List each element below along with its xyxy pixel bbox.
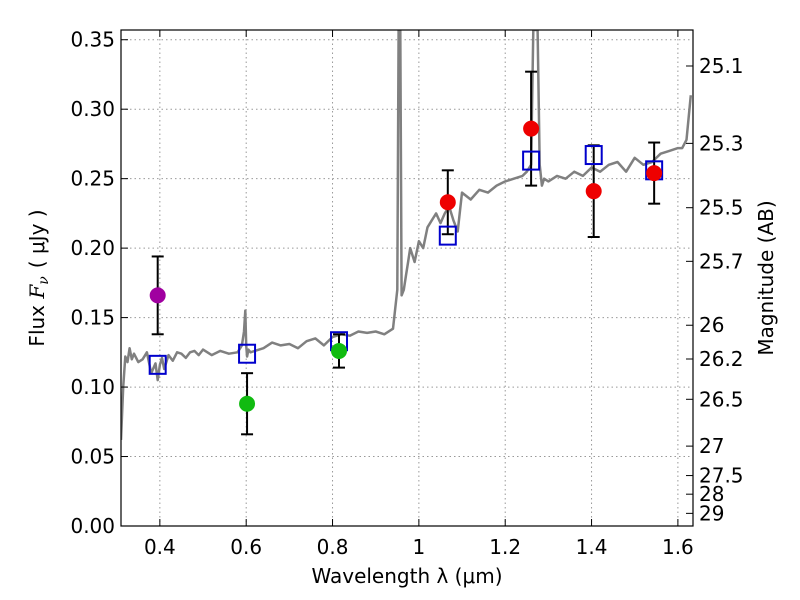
y2-tick-label: 29 bbox=[699, 501, 724, 525]
y2-tick-label: 27.5 bbox=[699, 464, 744, 488]
model-photometry-square bbox=[438, 225, 457, 246]
x-tick-label: 0.6 bbox=[230, 535, 262, 559]
model-photometry-square bbox=[584, 145, 603, 166]
y2-tick-label: 26.2 bbox=[699, 347, 744, 371]
x-tick-label: 0.8 bbox=[317, 535, 349, 559]
red-data-point bbox=[439, 194, 456, 211]
y2-tick-label: 25.3 bbox=[699, 131, 744, 155]
y2-tick-label: 26.5 bbox=[699, 387, 744, 411]
model-photometry-square bbox=[238, 343, 257, 364]
y-axis-title: Flux Fν( μJy ) bbox=[25, 209, 52, 346]
photometry-layer bbox=[148, 70, 664, 436]
y-tick-label: 0.25 bbox=[70, 167, 115, 191]
y-tick-label: 0.35 bbox=[70, 28, 115, 52]
y-tick-label: 0.20 bbox=[70, 236, 115, 260]
green-data-point bbox=[331, 342, 348, 359]
plot-frame bbox=[120, 29, 694, 527]
model-photometry-square bbox=[148, 354, 167, 375]
y2-axis-title: Magnitude (AB) bbox=[754, 200, 778, 355]
y-tick-label: 0.10 bbox=[70, 375, 115, 399]
model-spectrum-layer bbox=[121, 30, 693, 440]
y2-tick-label: 28 bbox=[699, 482, 724, 506]
purple-data-point bbox=[149, 287, 166, 304]
y-tick-label: 0.30 bbox=[70, 97, 115, 121]
grid-layer bbox=[121, 30, 693, 527]
x-tick-label: 1.2 bbox=[489, 535, 521, 559]
x-axis-title: Wavelength λ (μm) bbox=[311, 564, 502, 588]
x-tick-label: 1.4 bbox=[576, 535, 608, 559]
y2-tick-label: 27 bbox=[699, 434, 724, 458]
tick-label-layer: 0.4 0.6 0.8 1 1.2 1.4 1.6 0.00 0.05 0.10 0.15 0.20 0… bbox=[70, 28, 743, 559]
y2-tick-label: 25.1 bbox=[699, 54, 744, 78]
y2-tick-label: 25.5 bbox=[699, 196, 744, 220]
model-photometry-square bbox=[522, 150, 541, 171]
x-tick-label: 1 bbox=[413, 535, 426, 559]
y-tick-label: 0.00 bbox=[70, 514, 115, 538]
green-data-point bbox=[239, 395, 256, 412]
y2-tick-label: 26 bbox=[699, 313, 724, 337]
y-tick-label: 0.15 bbox=[70, 306, 115, 330]
y-tick-label: 0.05 bbox=[70, 445, 115, 469]
x-tick-label: 1.6 bbox=[662, 535, 694, 559]
tick-layer bbox=[121, 30, 693, 527]
red-data-point bbox=[523, 120, 540, 137]
red-data-point bbox=[585, 183, 602, 200]
x-tick-label: 0.4 bbox=[144, 535, 176, 559]
y2-tick-label: 25.7 bbox=[699, 249, 744, 273]
red-data-point bbox=[646, 165, 663, 182]
model-spectrum-line bbox=[121, 30, 693, 440]
